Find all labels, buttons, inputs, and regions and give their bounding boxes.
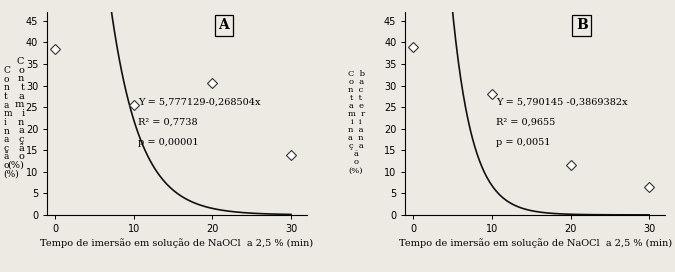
Text: Y = 5,790145 -0,3869382x: Y = 5,790145 -0,3869382x [496,97,628,106]
Text: C  b
o  a
n  c
t  t
a  e
m  r
i  i
n  a
a  n
ç  a
ã
o
(%): C b o a n c t t a e m r i i n a a n ç a … [348,70,364,174]
X-axis label: Tempo de imersão em solução de NaOCl  a 2,5 % (min): Tempo de imersão em solução de NaOCl a 2… [398,238,672,248]
Text: R² = 0,7738: R² = 0,7738 [138,118,198,126]
Text: R² = 0,9655: R² = 0,9655 [496,118,556,126]
Text: p = 0,0051: p = 0,0051 [496,138,551,147]
Text: A: A [218,18,229,32]
Text: C
o
n
t
a
m
i
n
a
ç
ã
o
(%): C o n t a m i n a ç ã o (%) [3,66,19,179]
Text: Y = 5,777129-0,268504x: Y = 5,777129-0,268504x [138,97,261,106]
Text: p = 0,00001: p = 0,00001 [138,138,198,147]
Y-axis label: C
o
n
t
a
m
i
n
a
ç
ã
o
(%): C o n t a m i n a ç ã o (%) [7,57,24,170]
Text: B: B [576,18,588,32]
X-axis label: Tempo de imersão em solução de NaOCl  a 2,5 % (min): Tempo de imersão em solução de NaOCl a 2… [40,238,314,248]
